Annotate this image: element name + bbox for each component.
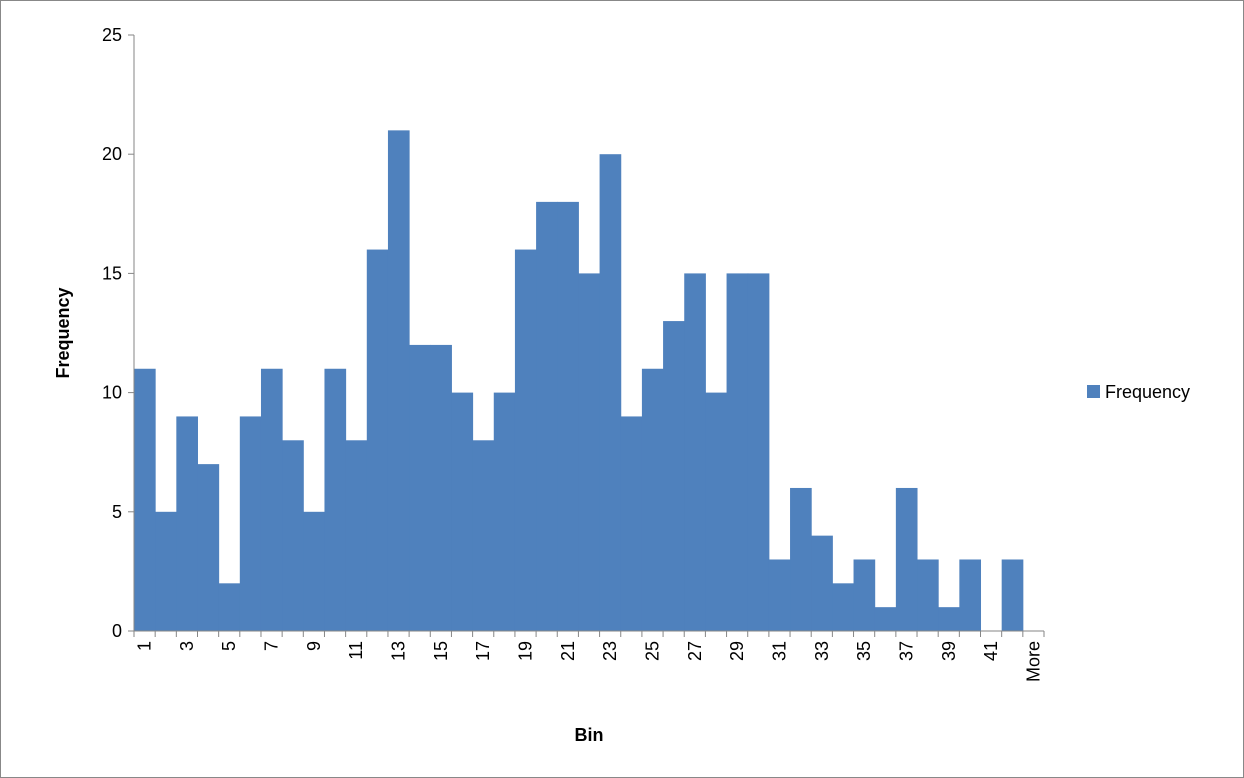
bar-18 [493,392,516,631]
x-tick-label: 37 [896,641,916,661]
x-tick-label: 15 [431,641,451,661]
bar-42 [1001,559,1024,631]
x-tick-label: 7 [262,641,282,651]
bar-12 [366,249,389,631]
bar-36 [874,607,897,631]
bar-17 [472,440,495,631]
bar-13 [387,130,410,632]
y-tick-label: 20 [102,144,122,164]
bar-1 [134,368,156,631]
x-tick-label: More [1023,641,1043,682]
x-tick-label: 17 [473,641,493,661]
bar-5 [218,583,241,631]
bar-38 [917,559,939,631]
bar-35 [853,559,876,631]
bar-30 [747,273,770,631]
x-tick-label: 19 [516,641,536,661]
bar-3 [176,416,198,631]
bar-33 [811,535,833,631]
bar-40 [959,559,982,631]
x-tick-label: 1 [135,641,155,651]
legend-label: Frequency [1105,382,1190,402]
bar-2 [155,511,177,631]
bar-24 [620,416,643,631]
bar-19 [514,249,537,631]
y-tick-label: 0 [112,621,122,641]
bar-4 [197,464,220,631]
x-tick-label: 13 [389,641,409,661]
x-tick-label: 27 [685,641,705,661]
x-tick-label: 5 [219,641,239,651]
bar-16 [451,392,474,631]
bar-7 [260,368,283,631]
x-tick-label: 11 [346,641,366,660]
x-axis-title: Bin [575,725,604,745]
bar-37 [895,487,918,631]
legend-swatch [1087,385,1100,398]
x-tick-label: 33 [812,641,832,661]
x-tick-label: 23 [600,641,620,661]
bar-31 [768,559,791,631]
y-tick-label: 15 [102,263,122,283]
bar-29 [726,273,749,631]
bar-32 [790,487,812,631]
bar-39 [938,607,960,631]
bar-22 [578,273,601,631]
y-tick-label: 5 [112,502,122,522]
x-tick-label: 35 [854,641,874,661]
x-tick-label: 25 [642,641,662,661]
x-tick-label: 3 [177,641,197,651]
x-tick-label: 29 [727,641,747,661]
bar-20 [536,201,558,631]
x-tick-label: 39 [939,641,959,661]
bar-8 [282,440,304,631]
bar-11 [345,440,368,631]
bar-15 [430,344,452,631]
bar-10 [324,368,347,631]
bar-28 [705,392,728,631]
bar-21 [557,201,579,631]
bar-27 [684,273,706,631]
bar-23 [599,154,622,631]
y-axis-title: Frequency [53,287,73,378]
bar-25 [641,368,664,631]
y-tick-label: 25 [102,25,122,45]
bar-34 [832,583,855,631]
y-tick-label: 10 [102,383,122,403]
x-tick-label: 9 [304,641,324,651]
bar-14 [409,344,431,631]
bar-6 [239,416,262,631]
x-tick-label: 21 [558,641,578,661]
x-tick-label: 41 [981,641,1001,661]
bar-26 [663,321,685,631]
x-tick-label: 31 [769,641,789,661]
bar-9 [303,511,325,631]
